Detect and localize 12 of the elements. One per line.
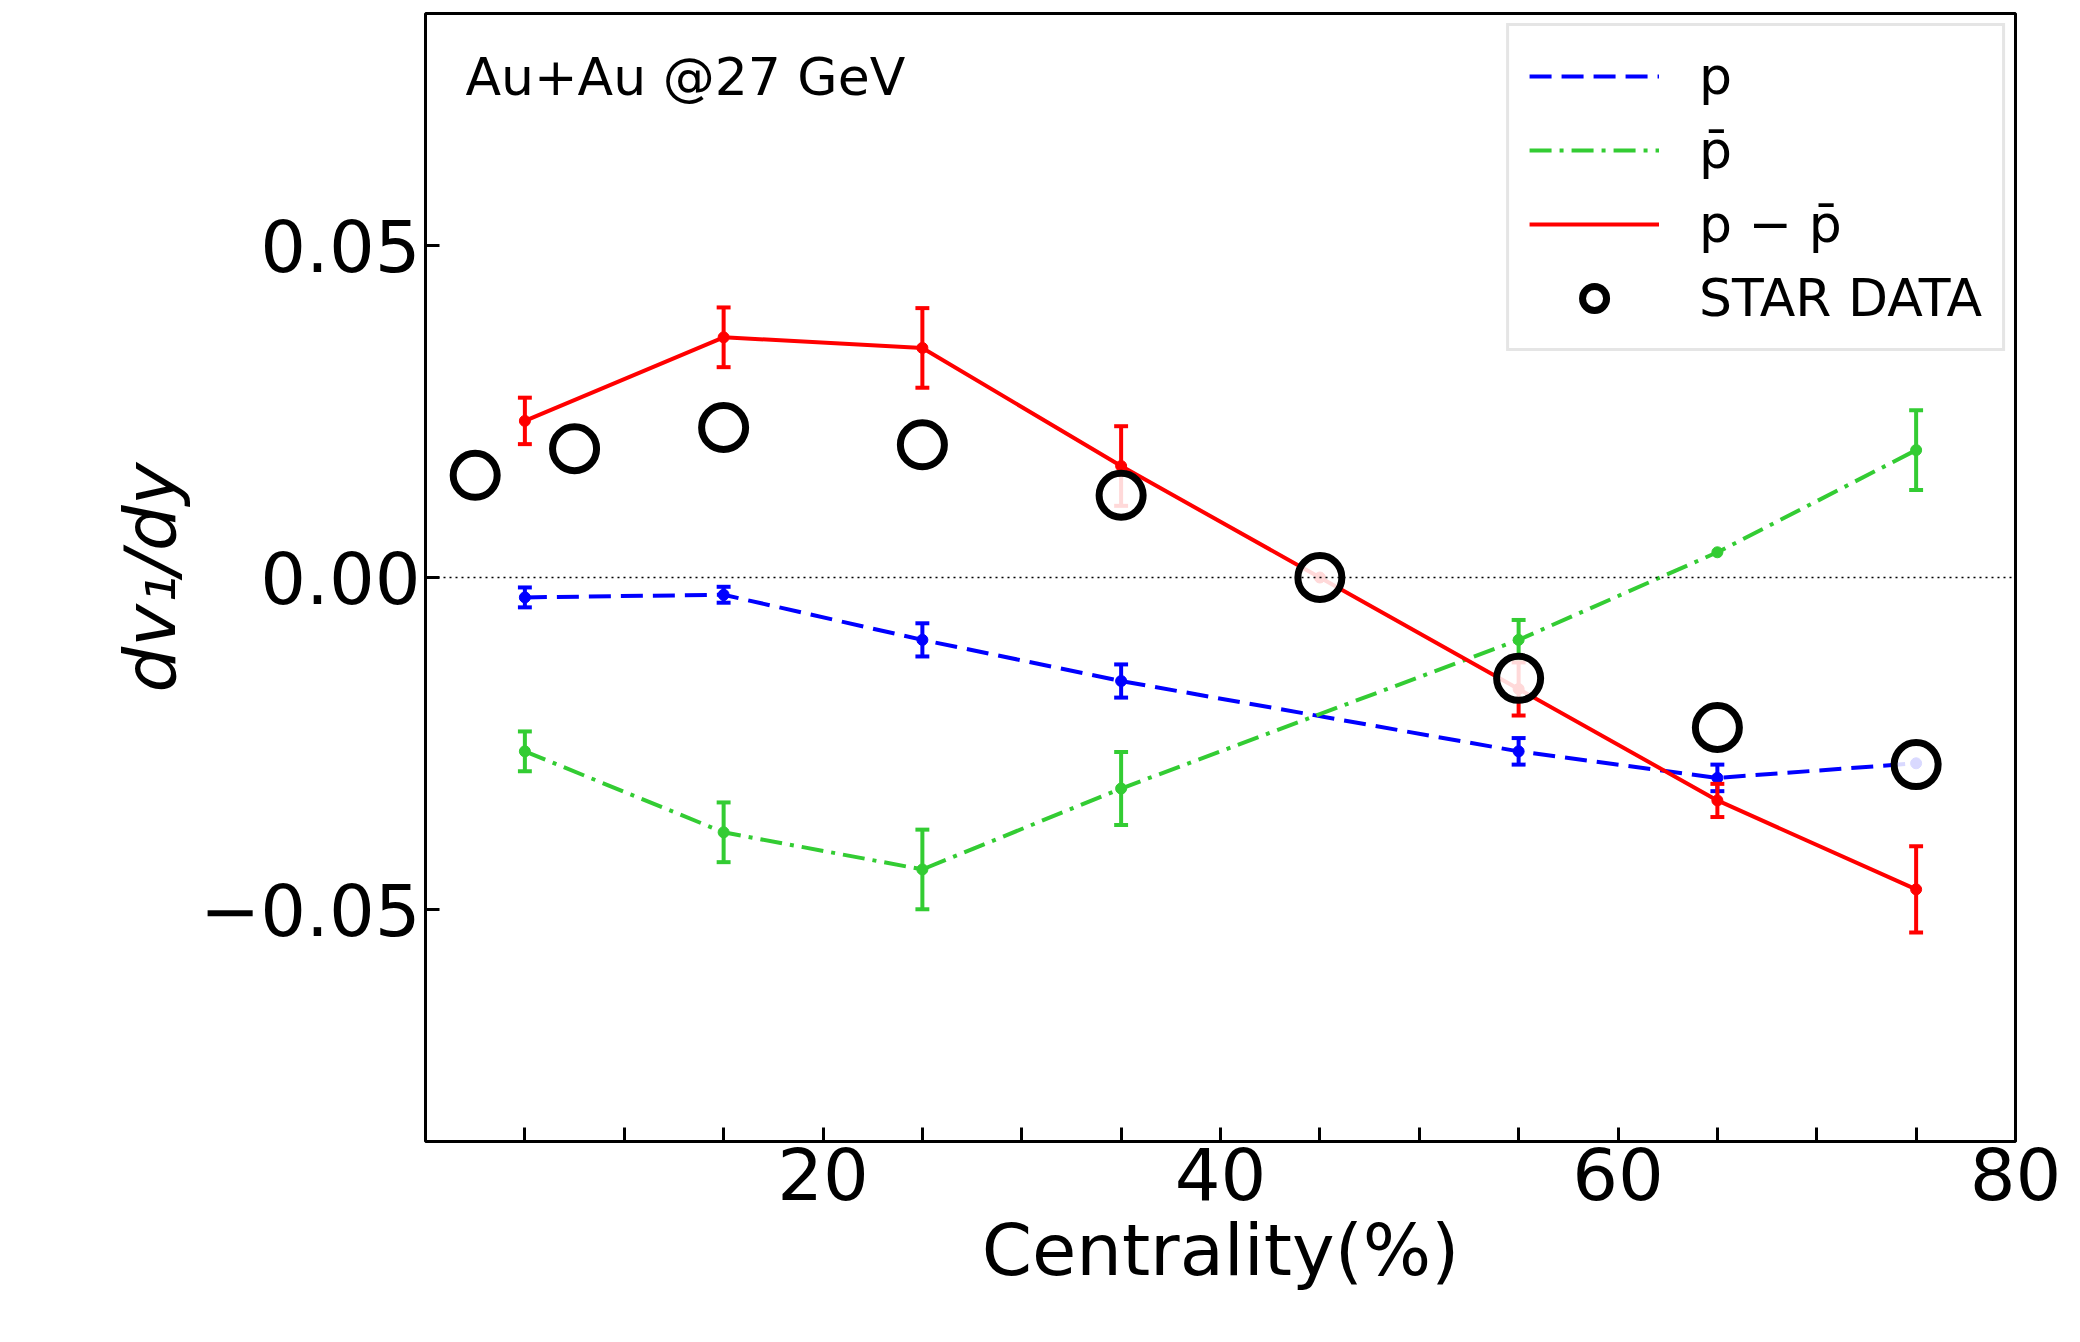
x-tick-label: 60 bbox=[1572, 1132, 1664, 1217]
y-axis-title: dv₁/dy bbox=[107, 461, 192, 693]
x-tick-label: 80 bbox=[1969, 1132, 2062, 1217]
legend-label: STAR DATA bbox=[1699, 268, 1982, 328]
legend-label: p̄ bbox=[1699, 120, 1733, 180]
x-tick-label: 20 bbox=[777, 1132, 869, 1217]
annotation: Au+Au @27 GeV bbox=[465, 46, 906, 107]
legend-label: p − p̄ bbox=[1699, 194, 1842, 254]
legend-label: p bbox=[1699, 46, 1733, 106]
y-tick-label: 0.05 bbox=[260, 205, 421, 290]
y-tick-label: −0.05 bbox=[199, 868, 421, 953]
y-tick-label: 0.00 bbox=[260, 537, 421, 621]
